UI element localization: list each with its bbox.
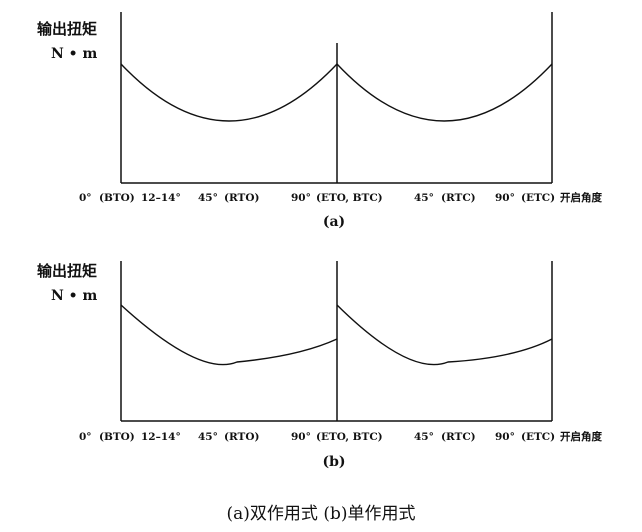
- panel-a: 输出扭矩 N • m 0° (BTO) 12–14° 45° (RTO) 90°…: [37, 12, 602, 230]
- panel-a-tick-rto: (RTO): [224, 192, 259, 204]
- panel-a-opening-curve: [120, 63, 338, 122]
- panel-b-tick-12-14: 12–14°: [141, 431, 181, 443]
- panel-b-tick-90deg-close: 90°: [495, 431, 515, 443]
- panel-b-subtitle: (b): [322, 454, 345, 470]
- panel-a-tick-90deg-close: 90°: [495, 192, 515, 204]
- panel-b-ylabel: 输出扭矩: [37, 262, 97, 280]
- panel-a-subtitle: (a): [323, 214, 345, 230]
- panel-a-tick-etc: (ETC): [521, 192, 555, 204]
- panel-a-tick-12-14: 12–14°: [141, 192, 181, 204]
- panel-a-tick-bto: (BTO): [99, 192, 135, 204]
- panel-a-tick-45deg: 45°: [198, 192, 218, 204]
- panel-b-tick-bto: (BTO): [99, 431, 135, 443]
- panel-b-tick-45deg: 45°: [198, 431, 218, 443]
- panel-b-xlabel: 开启角度: [560, 430, 602, 443]
- panel-a-ylabel: 输出扭矩: [37, 20, 97, 38]
- panel-a-xlabel: 开启角度: [560, 191, 602, 204]
- panel-b-tick-rtc: (RTC): [441, 431, 476, 443]
- panel-b: 输出扭矩 N • m 0° (BTO) 12–14° 45° (RTO) 90°…: [37, 261, 602, 470]
- panel-b-tick-eto-btc: (ETO, BTC): [316, 431, 383, 443]
- panel-a-tick-rtc: (RTC): [441, 192, 476, 204]
- panel-b-tick-rto: (RTO): [224, 431, 259, 443]
- panel-b-tick-45deg-close: 45°: [414, 431, 434, 443]
- panel-b-opening-curve: [120, 304, 338, 366]
- panel-a-tick-eto-btc: (ETO, BTC): [316, 192, 383, 204]
- panel-b-yunit: N • m: [51, 288, 97, 304]
- panel-a-tick-90deg: 90°: [291, 192, 311, 204]
- panel-a-tick-0deg: 0°: [79, 192, 92, 204]
- panel-b-tick-etc: (ETC): [521, 431, 555, 443]
- figure-caption: (a)双作用式 (b)单作用式: [227, 504, 416, 524]
- panel-b-closing-curve: [336, 304, 553, 366]
- panel-b-tick-0deg: 0°: [79, 431, 92, 443]
- panel-a-closing-curve: [336, 63, 553, 122]
- panel-b-tick-90deg: 90°: [291, 431, 311, 443]
- panel-a-tick-45deg-close: 45°: [414, 192, 434, 204]
- panel-a-yunit: N • m: [51, 46, 97, 62]
